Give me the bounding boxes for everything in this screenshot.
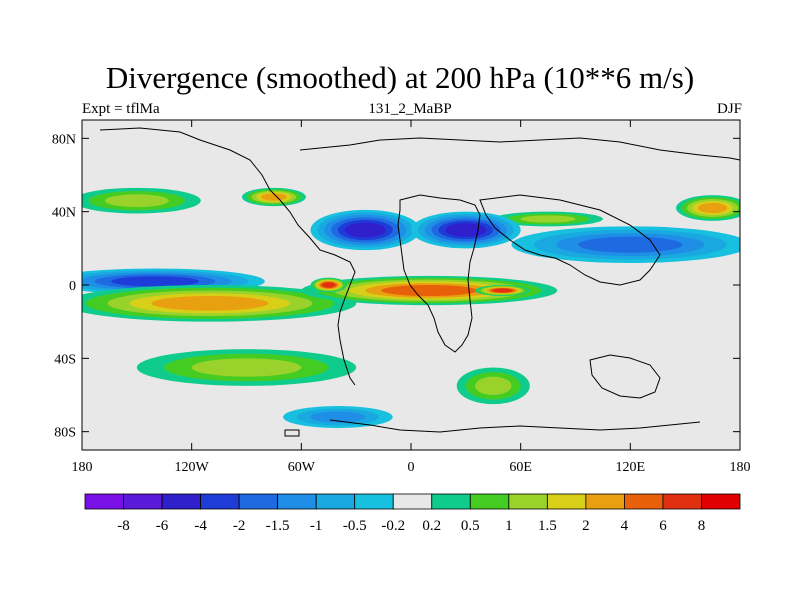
divergence-feature bbox=[456, 367, 530, 405]
divergence-field bbox=[82, 187, 740, 428]
colorbar-swatch bbox=[546, 493, 587, 510]
colorbar-swatch bbox=[123, 493, 163, 510]
y-tick-label: 80N bbox=[52, 132, 76, 147]
colorbar-label: 8 bbox=[698, 518, 706, 534]
x-tick-label: 0 bbox=[408, 460, 415, 475]
divergence-feature bbox=[82, 285, 357, 322]
colorbar-swatch bbox=[84, 493, 124, 510]
contour-band bbox=[474, 376, 512, 396]
divergence-feature bbox=[301, 275, 558, 306]
colorbar-swatch bbox=[200, 493, 240, 510]
colorbar: -8 -6 -4 -2 -1.5 -1 -0.5 -0.2 0.2 0.5 1 1.5 2 4 6 8 bbox=[84, 493, 741, 534]
asia-coastline bbox=[479, 194, 661, 286]
contour-band bbox=[445, 223, 487, 237]
americas-coastline bbox=[99, 127, 356, 386]
divergence-feature bbox=[411, 211, 521, 249]
divergence-feature bbox=[241, 187, 306, 207]
australia-coastline bbox=[589, 354, 661, 399]
y-tick-label: 40S bbox=[54, 352, 76, 367]
run-label: 131_2_MaBP bbox=[368, 101, 452, 117]
divergence-feature bbox=[283, 406, 393, 428]
colorbar-swatch bbox=[315, 493, 356, 510]
colorbar-swatch bbox=[392, 493, 433, 510]
colorbar-label: -2 bbox=[233, 518, 246, 534]
experiment-label: Expt = tflMa bbox=[82, 101, 160, 117]
contour-band bbox=[697, 202, 728, 214]
contour-band bbox=[578, 236, 683, 253]
divergence-feature bbox=[676, 195, 740, 221]
colorbar-label: 1 bbox=[505, 518, 513, 534]
arctic-coastline bbox=[299, 137, 740, 161]
africa-coastline bbox=[397, 194, 481, 353]
contour-band bbox=[344, 222, 386, 238]
divergence-feature bbox=[136, 349, 357, 386]
divergence-feature bbox=[310, 277, 348, 293]
x-tick-label: 120E bbox=[616, 460, 646, 475]
colorbar-swatch bbox=[469, 493, 510, 510]
colorbar-swatch bbox=[624, 493, 664, 510]
divergence-feature bbox=[511, 226, 740, 263]
island-outline bbox=[284, 429, 300, 437]
contour-band bbox=[310, 411, 366, 423]
contour-band bbox=[322, 282, 336, 288]
coastline-outlines bbox=[99, 127, 740, 437]
x-tick-label: 120W bbox=[175, 460, 210, 475]
colorbar-label: -4 bbox=[194, 518, 207, 534]
colorbar-swatch bbox=[585, 493, 625, 510]
colorbar-label: 2 bbox=[582, 518, 590, 534]
colorbar-label: -0.2 bbox=[381, 518, 405, 534]
x-axis: 180 120W 60W 0 60E 120E 180 bbox=[72, 120, 751, 475]
colorbar-label: 6 bbox=[659, 518, 667, 534]
x-tick-label: 60E bbox=[509, 460, 532, 475]
colorbar-label: 0.2 bbox=[422, 518, 441, 534]
colorbar-label: -6 bbox=[156, 518, 169, 534]
contour-band bbox=[191, 358, 302, 377]
contour-band bbox=[381, 285, 478, 296]
divergence-feature bbox=[474, 285, 530, 296]
y-tick-label: 0 bbox=[69, 279, 76, 294]
x-tick-label: 60W bbox=[288, 460, 316, 475]
contour-band bbox=[111, 276, 199, 287]
y-tick-label: 80S bbox=[54, 426, 76, 441]
y-tick-label: 40N bbox=[52, 206, 76, 221]
divergence-feature bbox=[310, 209, 421, 251]
contour-band bbox=[492, 288, 513, 293]
colorbar-label: -1 bbox=[310, 518, 323, 534]
divergence-feature bbox=[82, 187, 201, 214]
colorbar-label: 4 bbox=[621, 518, 629, 534]
contour-band bbox=[104, 194, 169, 208]
contour-band bbox=[520, 215, 576, 223]
colorbar-label: -1.5 bbox=[266, 518, 290, 534]
chart-title: Divergence (smoothed) at 200 hPa (10**6 … bbox=[105, 60, 695, 95]
colorbar-label: 0.5 bbox=[461, 518, 480, 534]
colorbar-label: -0.5 bbox=[343, 518, 367, 534]
antarctica-coastline bbox=[329, 419, 701, 433]
colorbar-swatch bbox=[431, 493, 471, 510]
x-tick-label: 180 bbox=[730, 460, 751, 475]
colorbar-label: 1.5 bbox=[538, 518, 557, 534]
colorbar-swatch bbox=[277, 493, 317, 510]
divergence-feature bbox=[493, 211, 603, 227]
season-label: DJF bbox=[716, 101, 742, 117]
contour-band bbox=[151, 296, 269, 311]
y-axis: 80N 40N 0 40S 80S bbox=[52, 132, 740, 441]
x-tick-label: 180 bbox=[72, 460, 93, 475]
contour-band bbox=[261, 193, 287, 201]
colorbar-swatch bbox=[354, 493, 394, 510]
colorbar-swatch bbox=[161, 493, 201, 510]
colorbar-label: -8 bbox=[117, 518, 130, 534]
colorbar-swatch bbox=[508, 493, 548, 510]
colorbar-swatch bbox=[662, 493, 702, 510]
colorbar-swatch bbox=[238, 493, 279, 510]
colorbar-swatch bbox=[701, 493, 741, 510]
